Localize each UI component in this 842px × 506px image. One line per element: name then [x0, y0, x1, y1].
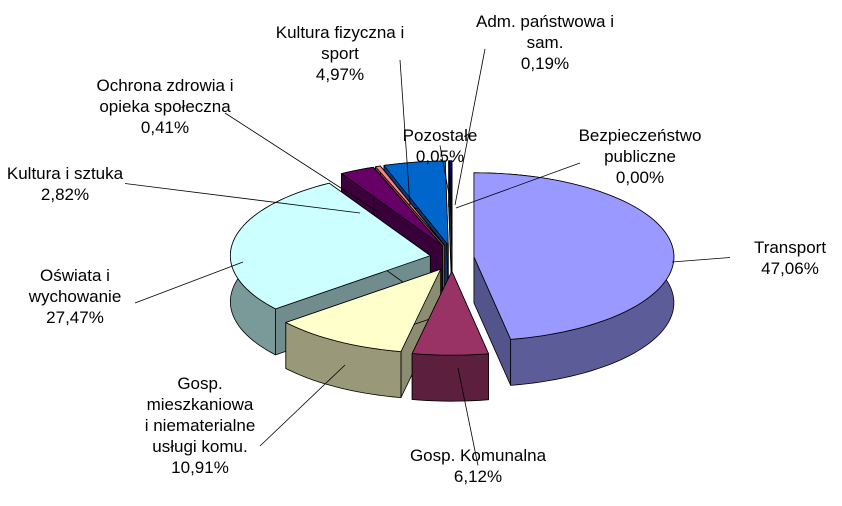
slice	[411, 270, 489, 402]
value-label: 0,19%	[521, 54, 569, 73]
slice-side	[411, 353, 489, 402]
value-label: 0,41%	[141, 118, 189, 137]
value-label: 0,00%	[616, 168, 664, 187]
slice-top	[411, 270, 489, 356]
slice-top	[383, 160, 449, 246]
leader-line	[124, 183, 361, 214]
leader-line	[259, 364, 346, 447]
slice-top	[375, 165, 446, 246]
leader-line	[134, 261, 244, 304]
leader-line	[454, 48, 486, 206]
category-label: Ochrona zdrowia i opieka społeczna	[96, 76, 233, 116]
slice-top	[473, 172, 675, 340]
category-label: Bezpieczeństwo publiczne	[579, 126, 702, 166]
category-label: Transport	[754, 238, 826, 257]
leader-line	[224, 112, 379, 213]
leader-line	[455, 162, 581, 209]
category-label: Pozostałe	[403, 126, 478, 145]
category-label: Adm. państwowa i sam.	[476, 12, 614, 52]
category-label: Oświata i wychowanie	[28, 266, 122, 306]
value-label: 6,12%	[454, 467, 502, 486]
category-label: Kultura fizyczna i sport	[276, 23, 405, 63]
leader-line	[399, 59, 411, 206]
slice-top	[448, 160, 453, 246]
slice-top	[229, 182, 431, 310]
value-label: 10,91%	[171, 458, 229, 477]
value-label: 27,47%	[46, 308, 104, 327]
value-label: 0,05%	[416, 147, 464, 166]
slice-top	[341, 166, 443, 247]
category-label: Gosp. Komunalna	[410, 446, 547, 465]
leader-line	[439, 145, 451, 201]
slice-top	[285, 268, 442, 353]
value-label: 4,97%	[316, 65, 364, 84]
value-label: 2,82%	[41, 185, 89, 204]
category-label: Kultura i sztuka	[7, 164, 124, 183]
category-label: Gosp. mieszkaniowa i niematerialne usługi k…	[145, 374, 256, 456]
leader-line	[457, 367, 479, 466]
leader-line	[671, 257, 731, 263]
slice	[285, 268, 442, 399]
value-label: 47,06%	[761, 259, 819, 278]
slice	[473, 172, 675, 386]
